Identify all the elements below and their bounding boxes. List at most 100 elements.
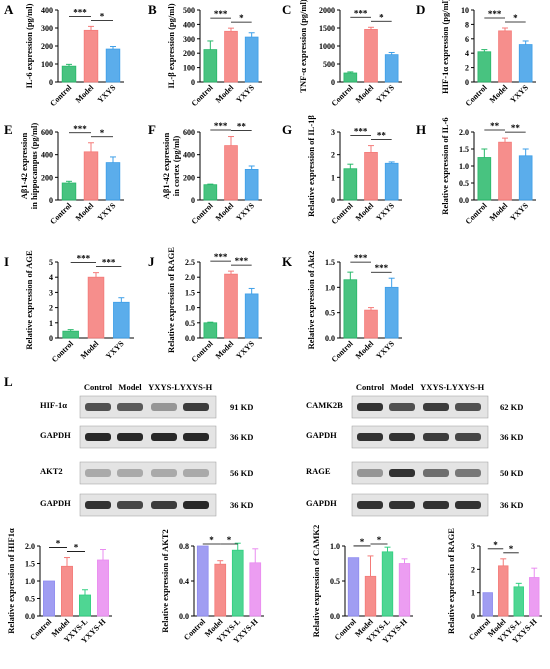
category-label: Control [50,339,76,365]
y-axis-label: Relative expression of IL-1β [306,115,316,217]
y-tick-label: 100 [41,60,53,69]
y-tick-label: 0.0 [459,196,469,205]
sig-label: *** [73,124,87,134]
panel-H: H 0.0 0.5 1.0 1.5 2.0 Relative expression of I… [416,117,536,226]
sig-label: *** [354,8,368,18]
western-blot-right: Control Model YXYS-L YXYS-H CAMK2B 62 KD GAPDH… [306,382,523,517]
bar-Control [196,545,209,617]
bar-YXYS [518,155,533,201]
sig-label: *** [488,9,502,19]
y-tick-label: 0.8 [179,542,189,551]
sig-label: *** [214,9,228,19]
y-tick-label: 5 [49,258,53,267]
bar-Model [214,563,227,617]
y-tick-label: 400 [183,151,195,160]
y-tick-label: 1 [49,319,53,328]
band-size-label: 56 KD [230,468,253,478]
category-label: Model [354,83,376,105]
blot-band [183,501,209,509]
bar-YXYS [244,168,259,201]
bar-Model [83,151,99,201]
y-tick-label: 0.0 [25,612,35,621]
bar-Control [61,182,77,201]
bar-Model [498,565,509,617]
band-size-label: 50 KD [500,468,523,478]
bar-Model [61,565,73,617]
sig-label: *** [73,7,87,17]
y-tick-label: 1000 [319,42,335,51]
category-label: YXYS [234,83,256,105]
bar-Control [203,49,218,83]
sig-label: ** [377,131,387,141]
sig-label: ** [511,123,521,133]
y-tick-label: 2.0 [185,273,195,282]
y-tick-label: 0 [471,612,475,621]
bar-YXYS-L [231,549,244,617]
blot-band [117,403,143,411]
protein-label: GAPDH [306,498,337,508]
y-axis-label: in cortex (pg/ml) [171,136,181,197]
y-axis-label: Aβ1-42 expression [161,133,171,200]
band-size-label: 36 KD [230,500,253,510]
panel-label: L [4,374,13,389]
blot-band [117,501,143,509]
panel-I: I 0 1 2 3 4 5 Relative expression of AGE Control… [4,250,134,364]
bar-YXYS-H [97,559,109,617]
blot-band [455,433,481,441]
bar-Control [43,580,55,617]
bar-Control [343,168,358,201]
bar-Model [364,575,377,617]
y-tick-label: 1.0 [25,577,35,586]
panel-K: K 0.0 0.5 1.0 1.5 Relative expression of Akt2… [282,251,402,364]
panel-label: B [148,2,157,17]
y-axis-label: Relative expression of AGE [24,250,34,350]
y-tick-label: 0.5 [185,319,195,328]
y-axis-label: Relative expression of AKT2 [160,529,170,633]
bar-Control [343,279,358,339]
sig-label: *** [354,127,368,137]
y-tick-label: 500 [183,6,195,15]
y-tick-label: 0.5 [459,179,469,188]
bar-Model [364,309,378,339]
protein-label: HIF-1α [40,400,67,410]
category-label: YXYS [104,339,126,361]
category-label: YXYS [96,201,118,223]
y-tick-label: 0.5 [25,595,35,604]
bar-YXYS [384,162,399,201]
y-axis-label: Relative expression of IL-6 [440,117,450,214]
category-label: Model [214,339,236,361]
blot-band [117,469,143,477]
y-axis-label: Relative expression of RAGE [446,528,456,634]
blot-membrane [351,461,489,485]
y-axis-label: Aβ1-42 expression [19,133,29,200]
y-tick-label: 600 [183,128,195,137]
bar-YXYS [105,162,121,201]
bar-Control [477,157,492,201]
y-tick-label: 400 [183,20,195,29]
y-axis-label: IL-6 expression (pg/ml) [24,3,34,88]
bar-YXYS-L [79,594,91,617]
y-tick-label: 6 [465,35,469,44]
y-tick-label: 0 [191,196,195,205]
y-tick-label: 1500 [319,24,335,33]
category-label: Model [354,339,376,361]
sig-label: * [74,543,79,553]
category-label: YXYS [234,201,256,223]
y-tick-label: 200 [41,42,53,51]
y-tick-label: 0.4 [179,577,189,586]
panel-B: B 0 100 200 300 400 500 IL-β expression (pg/ml)… [148,2,262,108]
bar-YXYS-H [529,577,540,617]
bar-YXYS [518,44,533,83]
category-label: Model [214,83,236,105]
panel-label: K [282,254,293,269]
bar-Control [343,72,358,83]
category-label: Model [488,83,510,105]
y-tick-label: 1.5 [325,258,335,267]
lane-label: Control [84,382,113,392]
category-label: YXYS [508,83,530,105]
blot-band [85,433,111,441]
y-tick-label: 400 [41,151,53,160]
band-size-label: 62 KD [500,402,523,412]
